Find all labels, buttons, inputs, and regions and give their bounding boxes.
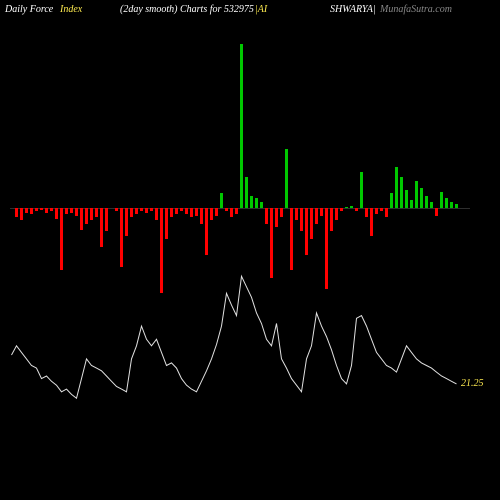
- title-site: MunafaSutra.com: [380, 4, 452, 15]
- chart-container: Daily Force Index (2day smooth) Charts f…: [0, 0, 500, 500]
- chart-header: Daily Force Index (2day smooth) Charts f…: [0, 4, 500, 20]
- title-smooth: (2day smooth) Charts for 532975: [120, 4, 254, 15]
- force-index-chart: 21.25: [10, 40, 470, 460]
- title-ticker: |AI: [255, 4, 267, 15]
- title-company: SHWARYA|: [330, 4, 376, 15]
- title-index: Index: [60, 4, 82, 15]
- last-value-label: 21.25: [461, 378, 484, 389]
- price-line: [10, 40, 470, 460]
- title-daily: Daily Force: [5, 4, 53, 15]
